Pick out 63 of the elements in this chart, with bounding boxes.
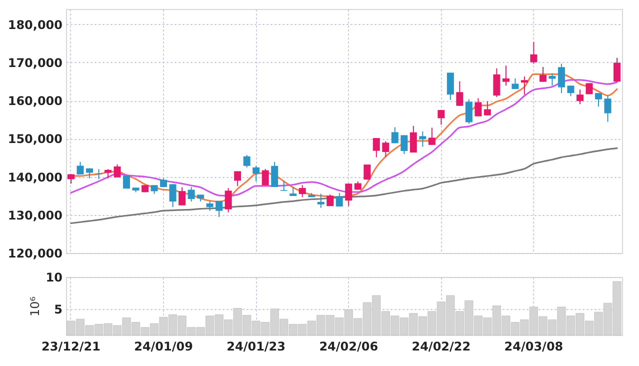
candlestick bbox=[345, 183, 352, 207]
y-tick-label: 5 bbox=[54, 302, 62, 316]
candlestick bbox=[446, 72, 454, 100]
candlestick bbox=[438, 110, 445, 126]
candlestick bbox=[604, 95, 612, 122]
line-series bbox=[70, 147, 618, 224]
candlestick bbox=[484, 100, 491, 116]
y-tick-label: 140,000 bbox=[8, 170, 62, 184]
candlestick bbox=[382, 140, 390, 158]
candlestick bbox=[76, 161, 84, 175]
candlestick bbox=[114, 164, 121, 178]
candlestick bbox=[224, 187, 232, 213]
candlestick bbox=[169, 184, 176, 208]
candlestick bbox=[178, 186, 186, 206]
y-axis-title: 10⁶ bbox=[28, 296, 42, 317]
candlestick bbox=[456, 80, 464, 106]
candlestick bbox=[280, 180, 288, 192]
candlestick bbox=[206, 200, 214, 212]
candlestick bbox=[465, 98, 472, 124]
candlestick bbox=[614, 57, 621, 82]
candlestick bbox=[364, 164, 371, 180]
x-tick-label: 24/01/09 bbox=[134, 340, 193, 354]
candlestick bbox=[391, 126, 398, 144]
x-tick-label: 24/01/23 bbox=[226, 340, 286, 354]
y-tick-label: 10 bbox=[46, 270, 62, 284]
candlestick bbox=[474, 98, 482, 117]
candlestick bbox=[548, 72, 556, 86]
x-tick-label: 23/12/21 bbox=[42, 340, 100, 354]
candlestick bbox=[428, 127, 436, 146]
candlestick bbox=[271, 161, 278, 188]
y-tick-label: 150,000 bbox=[8, 132, 62, 146]
candlestick bbox=[520, 76, 528, 96]
candlestick bbox=[298, 184, 306, 198]
candlestick bbox=[539, 66, 546, 82]
x-tick-label: 24/02/22 bbox=[412, 340, 471, 354]
candlestick bbox=[262, 168, 269, 186]
candlestick bbox=[558, 63, 565, 94]
y-tick-label: 180,000 bbox=[8, 18, 62, 32]
candlestick bbox=[372, 138, 380, 158]
candlestick bbox=[594, 92, 602, 108]
candlestick bbox=[336, 192, 343, 207]
candlestick bbox=[67, 174, 74, 184]
candlestick bbox=[216, 200, 223, 218]
candlestick bbox=[530, 41, 538, 64]
y-tick-label: 160,000 bbox=[8, 94, 62, 108]
candlestick bbox=[243, 154, 250, 168]
candlestick bbox=[252, 165, 260, 182]
candlestick bbox=[234, 170, 242, 187]
y-tick-label: 120,000 bbox=[8, 246, 62, 260]
x-tick-label: 24/02/06 bbox=[319, 340, 378, 354]
candlestick bbox=[493, 68, 500, 98]
x-tick-label: 24/03/08 bbox=[504, 340, 564, 354]
y-tick-label: 170,000 bbox=[8, 56, 62, 70]
candlestick bbox=[123, 175, 130, 190]
candlestick bbox=[567, 85, 574, 97]
candlestick bbox=[576, 89, 584, 105]
candlestick bbox=[410, 125, 417, 154]
candlestick bbox=[419, 130, 426, 148]
candlestick bbox=[400, 134, 408, 155]
y-tick-label: 130,000 bbox=[8, 208, 62, 222]
candlestick bbox=[188, 186, 195, 202]
candlestick bbox=[317, 193, 324, 208]
candlestick bbox=[502, 65, 510, 86]
